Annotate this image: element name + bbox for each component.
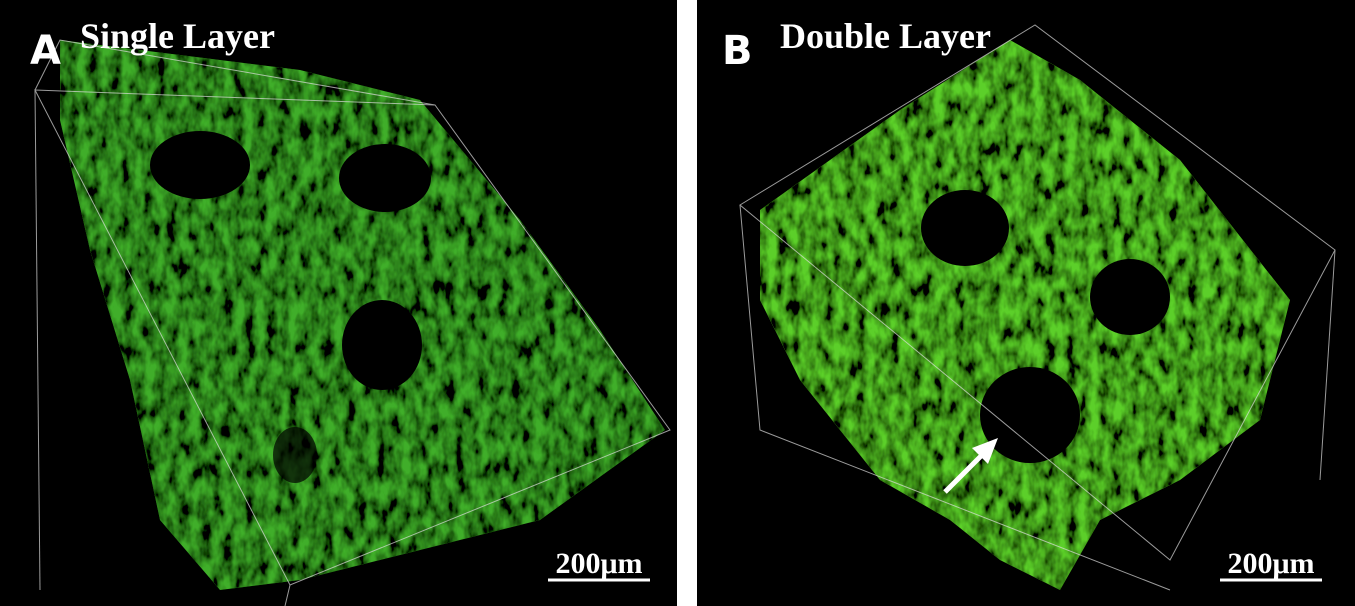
panel-b: B Double Layer 200μm [697,0,1355,606]
panel-title: Double Layer [780,16,991,56]
panel-a: A Single Layer 200μm [0,0,677,606]
scale-label: 200μm [556,547,643,580]
panel-title: Single Layer [80,16,275,56]
figure: A Single Layer 200μm B Double Layer 200μ… [0,0,1355,606]
panel-letter: B [722,28,753,74]
scale-label: 200μm [1228,547,1315,580]
panel-letter: A [30,28,61,74]
